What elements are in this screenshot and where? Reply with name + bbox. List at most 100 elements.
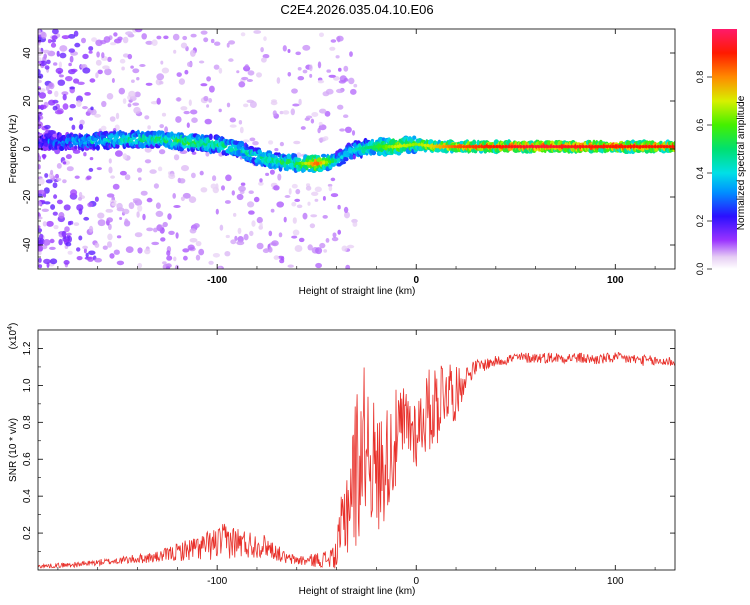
spectrogram-speckle bbox=[307, 244, 313, 251]
spectrogram-speckle bbox=[291, 201, 297, 207]
spectrogram-ridge-point bbox=[593, 145, 598, 149]
spectrogram-speckle bbox=[78, 235, 83, 241]
spectrogram-speckle bbox=[116, 260, 125, 266]
spectrogram-speckle bbox=[198, 60, 205, 64]
spectrogram-speckle bbox=[61, 91, 69, 96]
spectrogram-ridge-point bbox=[647, 145, 651, 149]
spectrogram-speckle bbox=[57, 79, 66, 86]
spectrogram-speckle bbox=[199, 170, 204, 176]
spectrogram-speckle bbox=[156, 35, 162, 40]
spectrogram-ridge-point bbox=[456, 145, 460, 149]
spectrogram-ridge-point bbox=[632, 145, 636, 149]
colorbar-tick-label: 0.8 bbox=[695, 71, 705, 84]
spectrogram-speckle bbox=[94, 196, 99, 202]
spectrogram-speckle bbox=[294, 245, 303, 252]
spectrogram-speckle bbox=[234, 235, 238, 242]
spectrogram-speckle bbox=[214, 41, 221, 46]
spectrogram-speckle bbox=[337, 204, 341, 210]
spectrogram-ridge-point bbox=[578, 145, 583, 149]
spectrogram-speckle bbox=[110, 175, 115, 179]
spectrogram-speckle bbox=[269, 169, 275, 175]
spectrogram-speckle bbox=[147, 125, 151, 130]
spectrogram-speckle bbox=[107, 56, 112, 63]
spectrogram-speckle bbox=[206, 104, 210, 108]
spectrogram-speckle bbox=[330, 177, 336, 182]
spectrogram-ridge-point bbox=[345, 151, 350, 155]
spectrogram-speckle bbox=[48, 99, 56, 106]
spectrogram-ridge-point bbox=[516, 145, 520, 149]
spectrogram-speckle bbox=[182, 192, 191, 199]
spectrogram-speckle bbox=[46, 220, 54, 227]
spectrogram-ridge-point bbox=[348, 150, 353, 154]
spectrogram-speckle bbox=[107, 241, 112, 248]
spectrogram-speckle bbox=[190, 109, 198, 115]
spectrogram-ridge-point bbox=[450, 145, 454, 149]
spectrogram-speckle bbox=[94, 113, 101, 118]
spectrogram-ridge-point bbox=[432, 144, 436, 148]
spectrogram-speckle bbox=[175, 232, 179, 239]
spectrogram-speckle bbox=[348, 77, 355, 85]
spectrogram-speckle bbox=[145, 40, 153, 45]
spectrogram-speckle bbox=[73, 222, 80, 227]
spectrogram-speckle bbox=[268, 246, 273, 253]
spectrogram-speckle bbox=[38, 29, 41, 36]
spectrogram-speckle bbox=[58, 212, 65, 219]
spectrogram-speckle bbox=[292, 103, 300, 107]
spectrogram-speckle bbox=[45, 85, 50, 91]
snr-y-tick-label: 0.6 bbox=[22, 452, 33, 466]
spectrogram-speckle bbox=[108, 166, 113, 174]
spectrogram-speckle bbox=[318, 121, 323, 126]
snr-scale-label: (x104) bbox=[7, 323, 19, 350]
spectrogram-speckle bbox=[85, 252, 89, 258]
spectrogram-speckle bbox=[300, 126, 306, 130]
spectrogram-speckle bbox=[115, 150, 123, 157]
spectrogram-speckle bbox=[153, 227, 158, 233]
spectrogram-speckle bbox=[332, 232, 337, 238]
spectrogram-ridge-point bbox=[596, 145, 601, 149]
spectrogram-speckle bbox=[73, 30, 79, 37]
spectrogram-speckle bbox=[336, 88, 344, 94]
spectrogram-ridge-point bbox=[528, 145, 532, 149]
spectrogram-speckle bbox=[89, 78, 96, 83]
spectrogram-cell bbox=[371, 150, 377, 156]
spectrogram-speckle bbox=[259, 178, 263, 183]
spectrogram-speckle bbox=[106, 217, 113, 223]
colorbar-tick-label: 0.6 bbox=[695, 119, 705, 132]
spectrogram-speckle bbox=[91, 37, 98, 42]
spectrogram-speckle bbox=[83, 216, 90, 221]
spectrogram-ridge-point bbox=[641, 145, 645, 149]
spectrogram-speckle bbox=[42, 49, 51, 54]
spectrogram-speckle bbox=[178, 78, 185, 85]
spectrogram-speckle bbox=[56, 50, 60, 57]
spectrogram-speckle bbox=[56, 199, 63, 205]
spectrogram-speckle bbox=[274, 148, 279, 152]
spectrogram-speckle bbox=[279, 110, 284, 115]
spectrogram-speckle bbox=[189, 238, 198, 243]
spectrogram-speckle bbox=[105, 208, 111, 213]
spectrogram-speckle bbox=[90, 108, 97, 116]
spectrogram-speckle bbox=[310, 214, 318, 218]
spectrogram-speckle bbox=[318, 124, 327, 131]
spectrogram-speckle bbox=[156, 73, 165, 81]
spectrogram-speckle bbox=[97, 219, 106, 227]
spectrogram-speckle bbox=[59, 45, 68, 52]
spectrogram-speckle bbox=[200, 187, 208, 193]
spectrogram-speckle bbox=[44, 65, 50, 70]
spectrogram-speckle bbox=[252, 141, 259, 146]
spectrogram-cell bbox=[208, 133, 213, 140]
spectrogram-speckle bbox=[46, 59, 51, 65]
spectrogram-speckle bbox=[113, 249, 120, 255]
spectrogram-speckle bbox=[41, 208, 49, 212]
spectrogram-speckle bbox=[173, 205, 181, 208]
spectrogram-speckle bbox=[58, 238, 63, 246]
spectrogram-ridge-point bbox=[644, 145, 648, 149]
spectrogram-cell bbox=[67, 137, 71, 142]
spectrogram-speckle bbox=[195, 241, 202, 247]
spectrogram-speckle bbox=[82, 245, 88, 250]
spectrogram-speckle bbox=[81, 37, 86, 44]
spectrogram-speckle bbox=[166, 255, 173, 261]
spectrogram-speckle bbox=[237, 227, 242, 235]
spectrogram-ridge-point bbox=[334, 159, 338, 163]
spectrogram-speckle bbox=[256, 216, 263, 224]
spectrogram-ridge-point bbox=[555, 145, 559, 149]
